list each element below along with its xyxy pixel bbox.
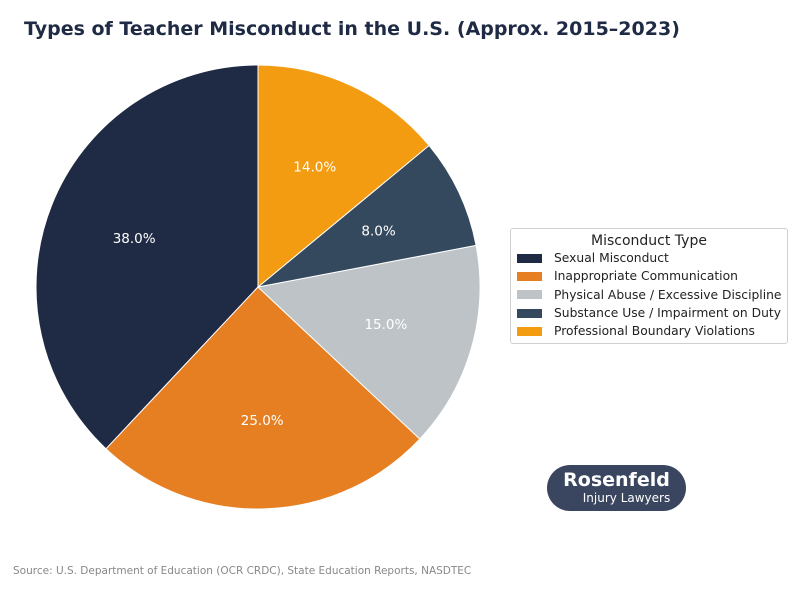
legend-swatch [517,326,542,336]
slice-label: 15.0% [364,317,407,333]
legend-swatch [517,290,542,300]
pie-slice [35,64,259,450]
slice-label: 25.0% [241,413,284,429]
legend-swatch [517,308,542,318]
pie-slice [257,64,430,289]
slice-label: 8.0% [361,223,395,239]
logo: Rosenfeld Injury Lawyers [547,465,686,511]
legend-label: Substance Use / Impairment on Duty [554,306,781,321]
legend-label: Physical Abuse / Excessive Discipline [554,287,782,302]
logo-line2: Injury Lawyers [582,491,671,505]
legend-swatch [517,271,542,281]
pie-slice [257,144,477,288]
source-note: Source: U.S. Department of Education (OC… [13,565,472,577]
legend-item: Substance Use / Impairment on Duty [511,304,787,322]
pie-slice [105,286,421,510]
legend-label: Professional Boundary Violations [554,324,755,339]
chart-title: Types of Teacher Misconduct in the U.S. … [24,18,680,40]
legend-label: Sexual Misconduct [554,251,669,266]
legend-item: Sexual Misconduct [511,249,787,267]
legend: Misconduct Type Sexual Misconduct Inappro… [510,228,788,344]
logo-line1: Rosenfeld [563,469,670,491]
slice-label: 38.0% [113,231,156,247]
pie-slice [256,244,481,440]
legend-swatch [517,253,542,263]
legend-label: Inappropriate Communication [554,269,738,284]
legend-item: Physical Abuse / Excessive Discipline [511,286,787,304]
legend-item: Inappropriate Communication [511,267,787,285]
slice-label: 14.0% [293,159,336,175]
legend-item: Professional Boundary Violations [511,322,787,340]
legend-title: Misconduct Type [591,233,707,249]
